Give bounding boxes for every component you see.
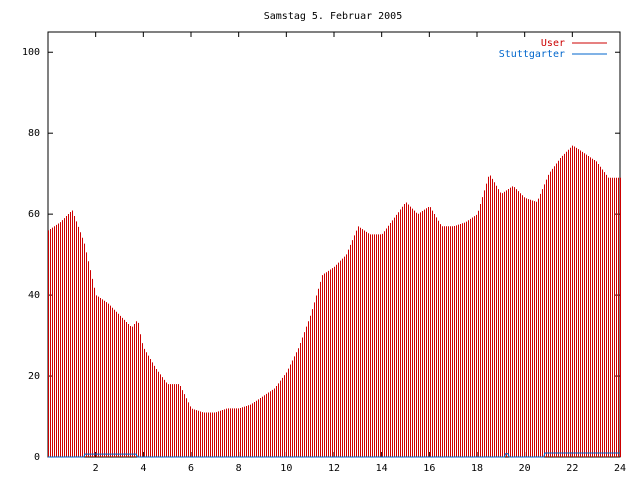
y-tick-label: 40 xyxy=(28,290,40,301)
x-tick-label: 24 xyxy=(614,463,626,474)
y-tick-label: 20 xyxy=(28,371,40,382)
x-tick-label: 20 xyxy=(519,463,531,474)
legend-label: Stuttgarter xyxy=(499,49,565,60)
x-tick-label: 16 xyxy=(423,463,435,474)
y-tick-label: 100 xyxy=(22,47,40,58)
x-tick-label: 4 xyxy=(140,463,146,474)
legend-label: User xyxy=(541,38,565,49)
x-tick-label: 14 xyxy=(376,463,388,474)
x-tick-label: 8 xyxy=(236,463,242,474)
chart-title: Samstag 5. Februar 2005 xyxy=(264,11,402,22)
x-tick-label: 6 xyxy=(188,463,194,474)
y-tick-label: 80 xyxy=(28,128,40,139)
x-tick-label: 10 xyxy=(280,463,292,474)
series-user xyxy=(48,145,621,457)
x-tick-label: 18 xyxy=(471,463,483,474)
x-tick-label: 22 xyxy=(566,463,578,474)
x-tick-label: 2 xyxy=(93,463,99,474)
y-tick-label: 0 xyxy=(34,452,40,463)
series-stuttgarter xyxy=(48,452,620,458)
y-tick-label: 60 xyxy=(28,209,40,220)
x-tick-label: 12 xyxy=(328,463,340,474)
